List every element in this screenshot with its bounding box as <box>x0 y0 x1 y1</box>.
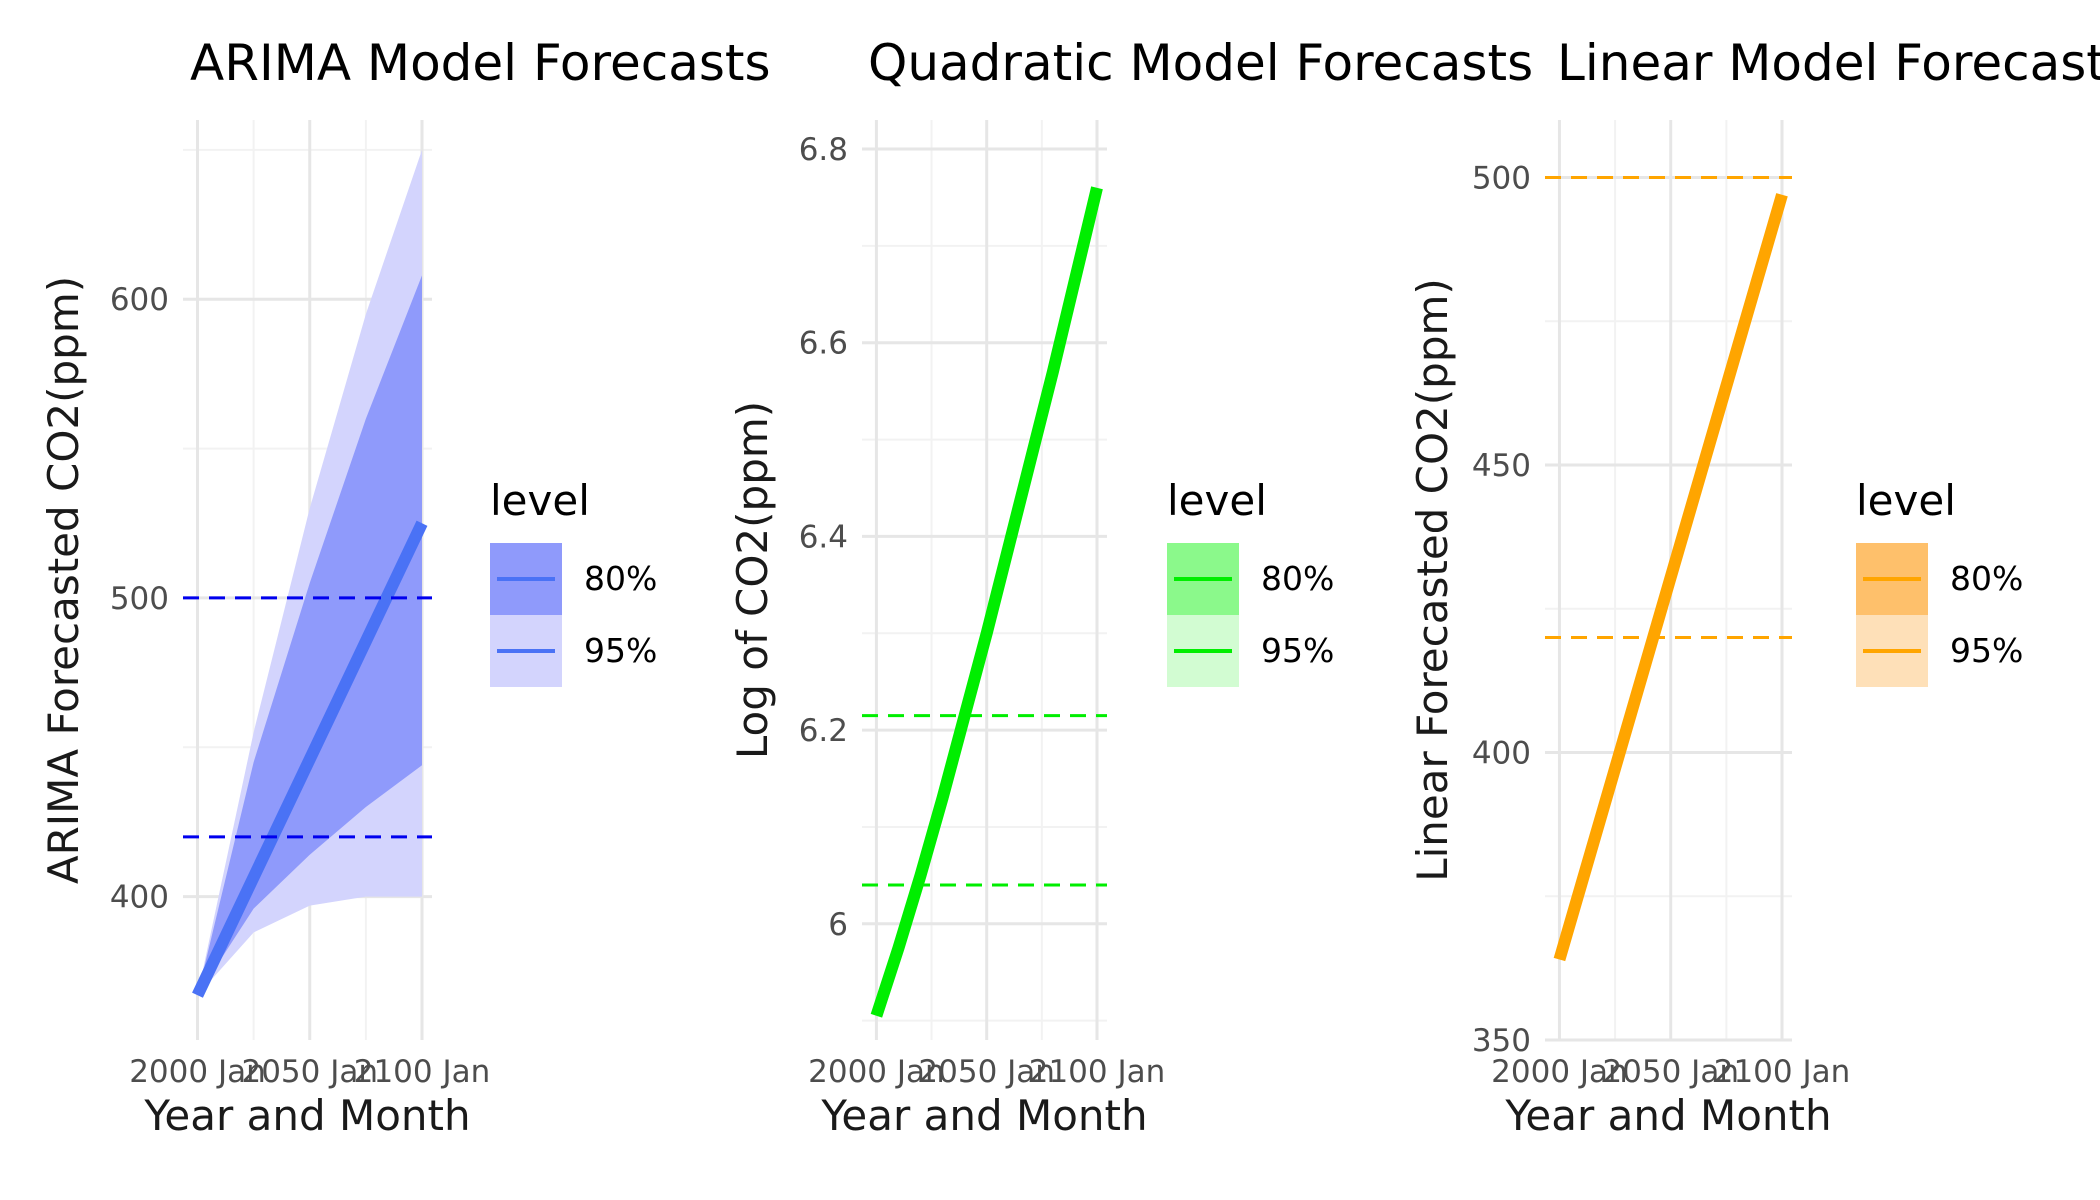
legend-title: level <box>490 476 590 525</box>
x-axis-title: Year and Month <box>143 1091 470 1140</box>
y-axis-title: ARIMA Forecasted CO2(ppm) <box>39 276 88 884</box>
legend-title: level <box>1167 476 1267 525</box>
x-axis-title: Year and Month <box>820 1091 1147 1140</box>
x-tick-label: 2100 Jan <box>354 1054 491 1090</box>
y-tick-label: 400 <box>1472 736 1531 772</box>
legend-label-95pct: 95% <box>1950 631 2023 670</box>
y-tick-label: 6.2 <box>799 713 848 749</box>
panel-title: Quadratic Model Forecasts <box>868 34 1533 92</box>
y-axis-title: Log of CO2(ppm) <box>728 401 777 759</box>
legend-label-80pct: 80% <box>1261 559 1334 598</box>
legend-label-95pct: 95% <box>1261 631 1334 670</box>
y-axis-title: Linear Forecasted CO2(ppm) <box>1408 278 1457 882</box>
y-tick-label: 400 <box>110 880 169 916</box>
legend-label-80pct: 80% <box>1950 559 2023 598</box>
x-axis-title: Year and Month <box>1504 1091 1831 1140</box>
legend-label-80pct: 80% <box>584 559 657 598</box>
y-tick-label: 6.8 <box>799 132 848 168</box>
panel-title: Linear Model Forecasts <box>1557 34 2100 92</box>
y-tick-label: 500 <box>110 581 169 617</box>
y-tick-label: 6.6 <box>799 326 848 362</box>
panel-title: ARIMA Model Forecasts <box>190 34 771 92</box>
y-tick-label: 6.4 <box>799 519 848 555</box>
y-tick-label: 500 <box>1472 161 1531 197</box>
y-tick-label: 600 <box>110 282 169 318</box>
y-tick-label: 6 <box>828 907 848 943</box>
x-tick-label: 2100 Jan <box>1029 1054 1166 1090</box>
x-tick-label: 2100 Jan <box>1714 1054 1851 1090</box>
legend-label-95pct: 95% <box>584 631 657 670</box>
y-tick-label: 450 <box>1472 448 1531 484</box>
legend-title: level <box>1856 476 1956 525</box>
